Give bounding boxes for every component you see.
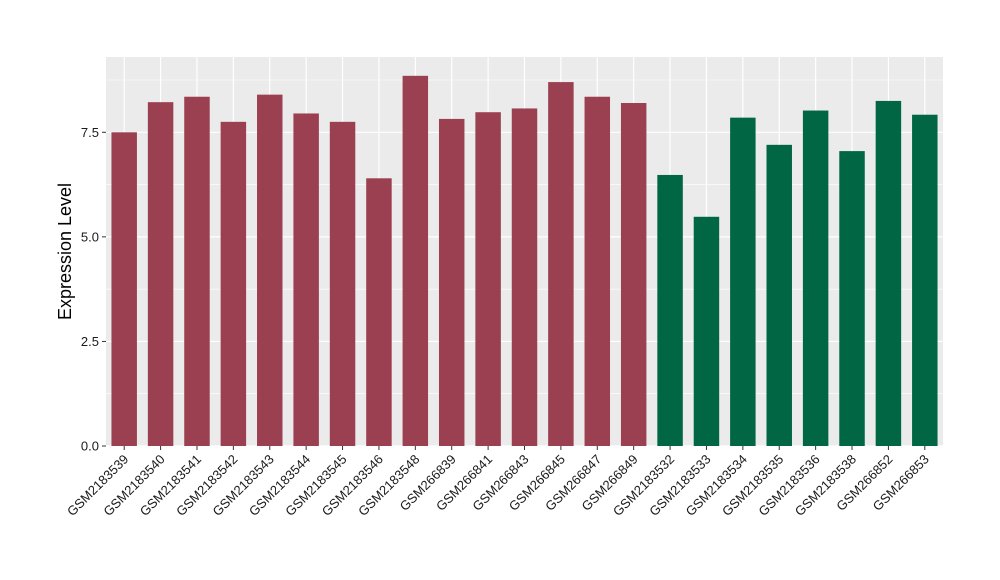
bar-GSM266847 (584, 96, 611, 446)
bar-GSM266841 (475, 112, 501, 447)
bar-GSM2183540 (147, 102, 174, 446)
bar-GSM2183534 (730, 117, 756, 446)
y-tick-label: 5.0 (81, 229, 99, 244)
bar-GSM2183543 (257, 94, 283, 446)
bar-GSM266853 (912, 114, 938, 446)
bar-GSM2183532 (657, 174, 683, 446)
bar-GSM266845 (548, 82, 574, 446)
bar-GSM2183546 (366, 178, 392, 446)
bar-GSM2183538 (839, 151, 865, 446)
bar-GSM2183542 (220, 121, 247, 446)
bar-GSM2183539 (111, 132, 137, 446)
bar-GSM2183544 (293, 113, 319, 446)
bar-GSM266843 (511, 108, 538, 446)
bar-GSM2183541 (184, 96, 210, 446)
y-tick-label: 7.5 (81, 125, 99, 140)
bar-GSM266839 (438, 118, 465, 447)
y-tick-label: 0.0 (81, 439, 99, 454)
bar-GSM2183536 (802, 110, 829, 446)
bar-GSM2183548 (402, 75, 429, 447)
bar-GSM266849 (620, 103, 647, 447)
bar-GSM2183533 (693, 216, 720, 446)
bars (111, 75, 938, 447)
y-axis-title: Expression Level (55, 183, 75, 320)
bar-GSM2183545 (329, 121, 356, 446)
bar-GSM2183535 (766, 144, 792, 446)
x-tick-label: GSM2183539 (64, 452, 131, 519)
bar-GSM266852 (875, 100, 902, 446)
y-tick-label: 2.5 (81, 334, 99, 349)
